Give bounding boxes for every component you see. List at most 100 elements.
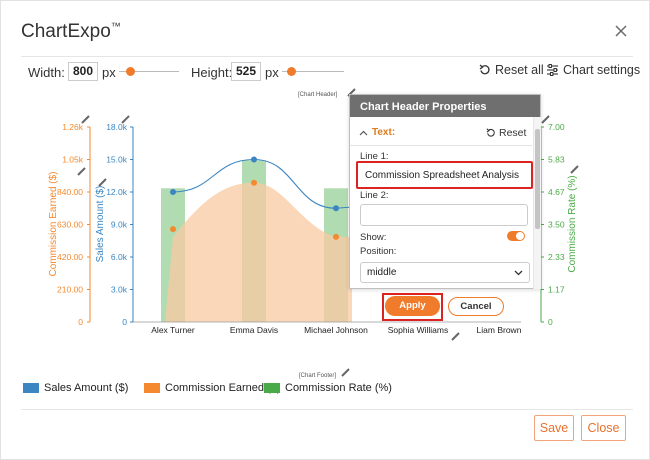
width-input[interactable]: 800: [68, 62, 98, 81]
rate-tick-label: 1.17: [548, 285, 565, 295]
line2-input[interactable]: [360, 204, 528, 226]
position-select-value: middle: [367, 267, 397, 278]
sales-point: [170, 189, 176, 195]
legend-item-rate: Commission Rate (%): [264, 382, 392, 394]
chart-footer-placeholder[interactable]: [Chart Footer]: [299, 373, 337, 379]
sales-tick-label: 0: [122, 317, 127, 327]
legend-label-rate: Commission Rate (%): [285, 382, 392, 394]
edit-pencil-icon[interactable]: [98, 177, 108, 187]
line2-label: Line 2:: [360, 190, 389, 201]
show-toggle[interactable]: [507, 231, 525, 241]
app-title-text: ChartExpo: [21, 21, 111, 42]
panel-title: Chart Header Properties: [350, 95, 540, 117]
legend-label-sales: Sales Amount ($): [44, 382, 129, 394]
rate-tick-label: 2.33: [548, 252, 565, 262]
x-category-label: Sophia Williams: [388, 325, 448, 335]
sales-point: [333, 205, 339, 212]
legend-swatch-commission: [144, 383, 160, 393]
commission-point: [251, 179, 257, 186]
commission-tick-label: 1.26k: [62, 122, 84, 132]
app-title: ChartExpo™: [21, 21, 121, 43]
legend-label-commission: Commission Earned ($): [165, 382, 281, 394]
position-label: Position:: [360, 246, 397, 257]
panel-reset-label: Reset: [499, 127, 527, 139]
height-unit: px: [265, 65, 279, 80]
legend-swatch-sales: [23, 383, 39, 393]
close-button[interactable]: Close: [581, 415, 626, 441]
rate-axis-title: Commission Rate (%): [567, 175, 578, 272]
height-slider-thumb[interactable]: [287, 67, 296, 76]
apply-highlight: [382, 293, 443, 321]
chart-header-properties-panel: Chart Header Properties Text: Reset Line…: [349, 94, 541, 289]
sales-axis-title: Sales Amount ($): [95, 186, 106, 263]
commission-tick-label: 420.00: [57, 252, 83, 262]
x-category-label: Michael Johnson: [304, 325, 368, 335]
sales-tick-label: 15.0k: [106, 155, 128, 165]
height-slider-track[interactable]: [282, 71, 344, 72]
edit-pencil-icon[interactable]: [121, 114, 131, 124]
rate-tick-label: 0: [548, 317, 553, 327]
header-divider: [21, 56, 633, 57]
panel-scrollbar-thumb[interactable]: [535, 129, 540, 229]
legend-swatch-rate: [264, 383, 280, 393]
cancel-button[interactable]: Cancel: [448, 297, 504, 316]
height-input[interactable]: 525: [231, 62, 261, 81]
reset-all-button[interactable]: Reset all: [479, 63, 544, 77]
commission-area: [165, 182, 352, 322]
sales-tick-label: 12.0k: [106, 187, 128, 197]
position-select[interactable]: middle: [360, 262, 530, 283]
chart-settings-label: Chart settings: [563, 63, 641, 77]
save-button[interactable]: Save: [534, 415, 574, 441]
width-slider-thumb[interactable]: [126, 67, 135, 76]
close-icon[interactable]: [613, 23, 629, 39]
panel-divider: [350, 145, 532, 146]
footer-divider: [21, 409, 633, 410]
commission-tick-label: 0: [78, 317, 83, 327]
show-label: Show:: [360, 232, 387, 243]
sales-tick-label: 9.0k: [111, 220, 128, 230]
edit-pencil-icon[interactable]: [451, 331, 461, 341]
height-label: Height:: [191, 65, 233, 80]
edit-pencil-icon[interactable]: [81, 114, 91, 124]
rate-tick-label: 3.50: [548, 220, 565, 230]
reset-all-label: Reset all: [495, 63, 544, 77]
plot-area: 0 210.00 420.00 630.00 840.00 1.05k 1.26k 0 3.0k…: [48, 122, 578, 335]
width-unit: px: [102, 65, 116, 80]
edit-pencil-icon[interactable]: [341, 367, 351, 377]
commission-tick-label: 630.00: [57, 220, 83, 230]
chart-header-placeholder[interactable]: [Chart Header]: [298, 92, 338, 98]
width-slider-track[interactable]: [119, 71, 179, 72]
sliders-icon: [547, 64, 558, 76]
edit-pencil-icon[interactable]: [541, 114, 551, 124]
sales-tick-label: 3.0k: [111, 285, 128, 295]
commission-tick-label: 1.05k: [62, 155, 84, 165]
reset-icon: [479, 64, 490, 75]
commission-axis-title: Commission Earned ($): [48, 171, 59, 276]
panel-reset-button[interactable]: Reset: [486, 127, 526, 139]
legend-item-commission: Commission Earned ($): [144, 382, 281, 394]
text-section-label: Text:: [372, 127, 396, 138]
panel-scrollbar[interactable]: [533, 117, 541, 289]
combo-chart: 0 210.00 420.00 630.00 840.00 1.05k 1.26k 0 3.0k…: [48, 122, 578, 335]
x-category-label: Liam Brown: [477, 325, 522, 335]
rate-tick-label: 4.67: [548, 187, 565, 197]
sales-tick-label: 18.0k: [106, 122, 128, 132]
chevron-down-icon: [514, 270, 523, 275]
width-label: Width:: [28, 65, 65, 80]
legend-item-sales: Sales Amount ($): [23, 382, 128, 394]
sales-point: [251, 156, 257, 163]
apply-button[interactable]: Apply: [385, 296, 440, 316]
edit-pencil-icon[interactable]: [77, 166, 87, 176]
chevron-up-icon: [359, 130, 368, 135]
line1-input[interactable]: Commission Spreadsheet Analysis: [356, 161, 533, 189]
reset-icon: [486, 128, 495, 137]
chart-settings-button[interactable]: Chart settings: [546, 63, 640, 77]
x-category-label: Emma Davis: [230, 325, 278, 335]
commission-tick-label: 210.00: [57, 285, 83, 295]
rate-tick-label: 5.83: [548, 155, 565, 165]
sales-tick-label: 6.0k: [111, 252, 128, 262]
text-section-toggle[interactable]: Text:: [359, 127, 395, 138]
x-category-label: Alex Turner: [151, 325, 195, 335]
edit-pencil-icon[interactable]: [570, 164, 580, 174]
